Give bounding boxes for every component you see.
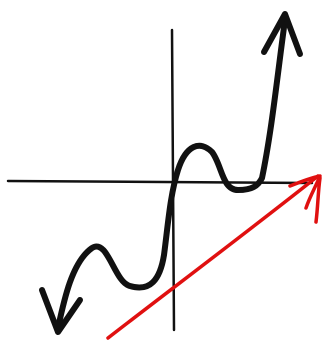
red-line: [106, 174, 320, 340]
arrowhead-top: [261, 11, 303, 57]
arrowhead-bottom: [39, 287, 83, 335]
function-curve: [55, 17, 288, 331]
red-arrowhead: [288, 174, 322, 224]
